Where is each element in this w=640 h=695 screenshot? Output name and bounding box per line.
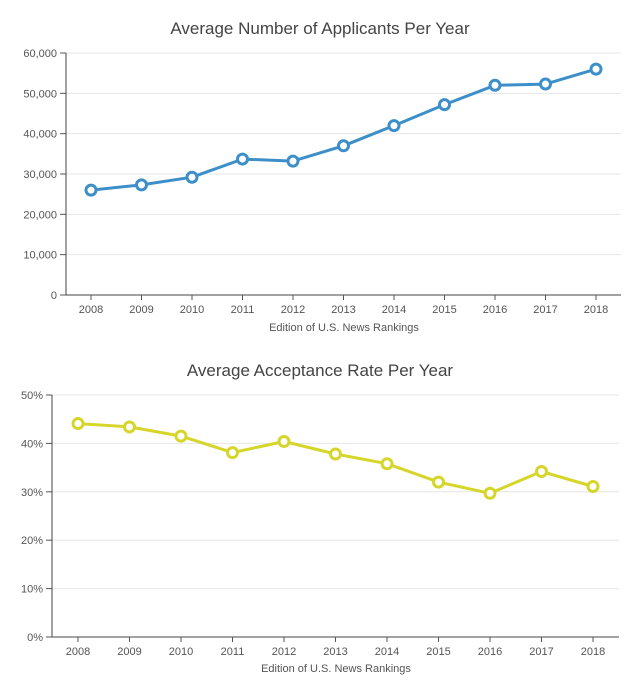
chart-applicants-point-2017 bbox=[539, 77, 552, 91]
chart-applicants-y-tick-label: 20,000 bbox=[23, 209, 57, 221]
chart-acceptance-x-tick-label: 2016 bbox=[478, 646, 502, 658]
chart-acceptance-point-2016 bbox=[483, 486, 497, 500]
chart-applicants-point-2009 bbox=[135, 178, 148, 192]
chart-applicants-y-tick-label: 10,000 bbox=[23, 250, 57, 262]
chart-acceptance-x-tick-label: 2013 bbox=[323, 646, 347, 658]
chart-acceptance-point-2018 bbox=[586, 479, 600, 493]
chart-applicants-gridlines bbox=[66, 52, 621, 256]
chart-acceptance-point-2014 bbox=[380, 457, 394, 471]
chart-acceptance-x-axis-label: Edition of U.S. News Rankings bbox=[261, 663, 411, 675]
chart-applicants-y-tick-label: 30,000 bbox=[23, 169, 57, 181]
chart-applicants-point-2015 bbox=[438, 98, 451, 112]
chart-acceptance-point-2008 bbox=[71, 417, 85, 431]
chart-applicants-point-2014 bbox=[387, 119, 401, 133]
chart-applicants-point-2013 bbox=[337, 139, 350, 153]
chart-applicants: Average Number of Applicants Per Year 0 1… bbox=[23, 19, 621, 334]
chart-acceptance-point-2017 bbox=[535, 464, 548, 478]
chart-applicants-x-tick-label: 2008 bbox=[79, 304, 103, 316]
chart-acceptance-y-ticks: 0% 10% 20% 30% 40% 50% bbox=[21, 390, 52, 644]
chart-acceptance-point-2009 bbox=[123, 420, 136, 434]
chart-acceptance: Average Acceptance Rate Per Year 0% 10% 20… bbox=[21, 361, 619, 675]
chart-applicants-point-2018 bbox=[589, 62, 603, 76]
chart-applicants-point-2010 bbox=[185, 170, 199, 184]
chart-acceptance-x-tick-label: 2015 bbox=[426, 646, 450, 658]
chart-applicants-x-tick-label: 2016 bbox=[483, 304, 507, 316]
chart-acceptance-x-tick-label: 2011 bbox=[221, 646, 245, 658]
chart-applicants-x-tick-label: 2013 bbox=[331, 304, 355, 316]
chart-applicants-x-tick-label: 2015 bbox=[432, 304, 456, 316]
chart-acceptance-y-tick-label: 30% bbox=[21, 487, 43, 499]
chart-applicants-y-tick-label: 50,000 bbox=[23, 88, 57, 100]
chart-acceptance-point-2012 bbox=[277, 434, 291, 448]
chart-acceptance-title: Average Acceptance Rate Per Year bbox=[187, 361, 454, 380]
chart-acceptance-x-tick-label: 2009 bbox=[117, 646, 141, 658]
chart-acceptance-x-ticks: 2008 2009 2010 2011 2012 2013 2014 2015 2016 2017… bbox=[66, 637, 605, 658]
chart-acceptance-x-tick-label: 2012 bbox=[272, 646, 296, 658]
chart-applicants-x-tick-label: 2018 bbox=[584, 304, 608, 316]
chart-acceptance-point-2010 bbox=[174, 429, 188, 443]
chart-acceptance-point-2013 bbox=[329, 447, 342, 461]
chart-applicants-y-tick-label: 0 bbox=[51, 290, 57, 302]
chart-acceptance-y-tick-label: 20% bbox=[21, 535, 43, 547]
chart-applicants-y-tick-label: 60,000 bbox=[23, 48, 57, 60]
chart-acceptance-points bbox=[71, 417, 600, 500]
chart-acceptance-y-tick-label: 50% bbox=[21, 390, 43, 402]
chart-applicants-x-ticks: 2008 2009 2010 2011 2012 2013 2014 2015 2016 2017… bbox=[79, 295, 608, 316]
chart-acceptance-x-tick-label: 2018 bbox=[581, 646, 605, 658]
chart-applicants-x-axis-label: Edition of U.S. News Rankings bbox=[269, 322, 419, 334]
chart-acceptance-point-2011 bbox=[226, 446, 239, 460]
chart-applicants-x-tick-label: 2009 bbox=[129, 304, 153, 316]
chart-applicants-x-tick-label: 2014 bbox=[382, 304, 406, 316]
chart-applicants-title: Average Number of Applicants Per Year bbox=[170, 19, 470, 38]
chart-acceptance-y-tick-label: 10% bbox=[21, 584, 43, 596]
chart-acceptance-x-tick-label: 2008 bbox=[66, 646, 90, 658]
chart-applicants-point-2016 bbox=[488, 78, 502, 92]
chart-applicants-point-2011 bbox=[236, 152, 249, 166]
chart-acceptance-x-tick-label: 2017 bbox=[529, 646, 553, 658]
chart-applicants-x-tick-label: 2011 bbox=[231, 304, 255, 316]
chart-applicants-x-tick-label: 2017 bbox=[533, 304, 557, 316]
chart-applicants-y-ticks: 0 10,000 20,000 30,000 40,000 50,000 60,000 bbox=[23, 48, 66, 302]
chart-acceptance-gridlines bbox=[52, 394, 619, 590]
chart-acceptance-y-tick-label: 0% bbox=[27, 632, 43, 644]
chart-applicants-point-2012 bbox=[286, 154, 300, 168]
chart-applicants-x-tick-label: 2010 bbox=[180, 304, 204, 316]
chart-applicants-x-tick-label: 2012 bbox=[281, 304, 305, 316]
chart-acceptance-y-tick-label: 40% bbox=[21, 438, 43, 450]
chart-applicants-series-line bbox=[90, 67, 597, 192]
chart-acceptance-point-2015 bbox=[432, 475, 445, 489]
chart-applicants-points bbox=[84, 62, 603, 197]
chart-acceptance-x-tick-label: 2014 bbox=[375, 646, 399, 658]
chart-applicants-y-tick-label: 40,000 bbox=[23, 129, 57, 141]
chart-acceptance-x-tick-label: 2010 bbox=[169, 646, 193, 658]
chart-applicants-point-2008 bbox=[84, 183, 98, 197]
